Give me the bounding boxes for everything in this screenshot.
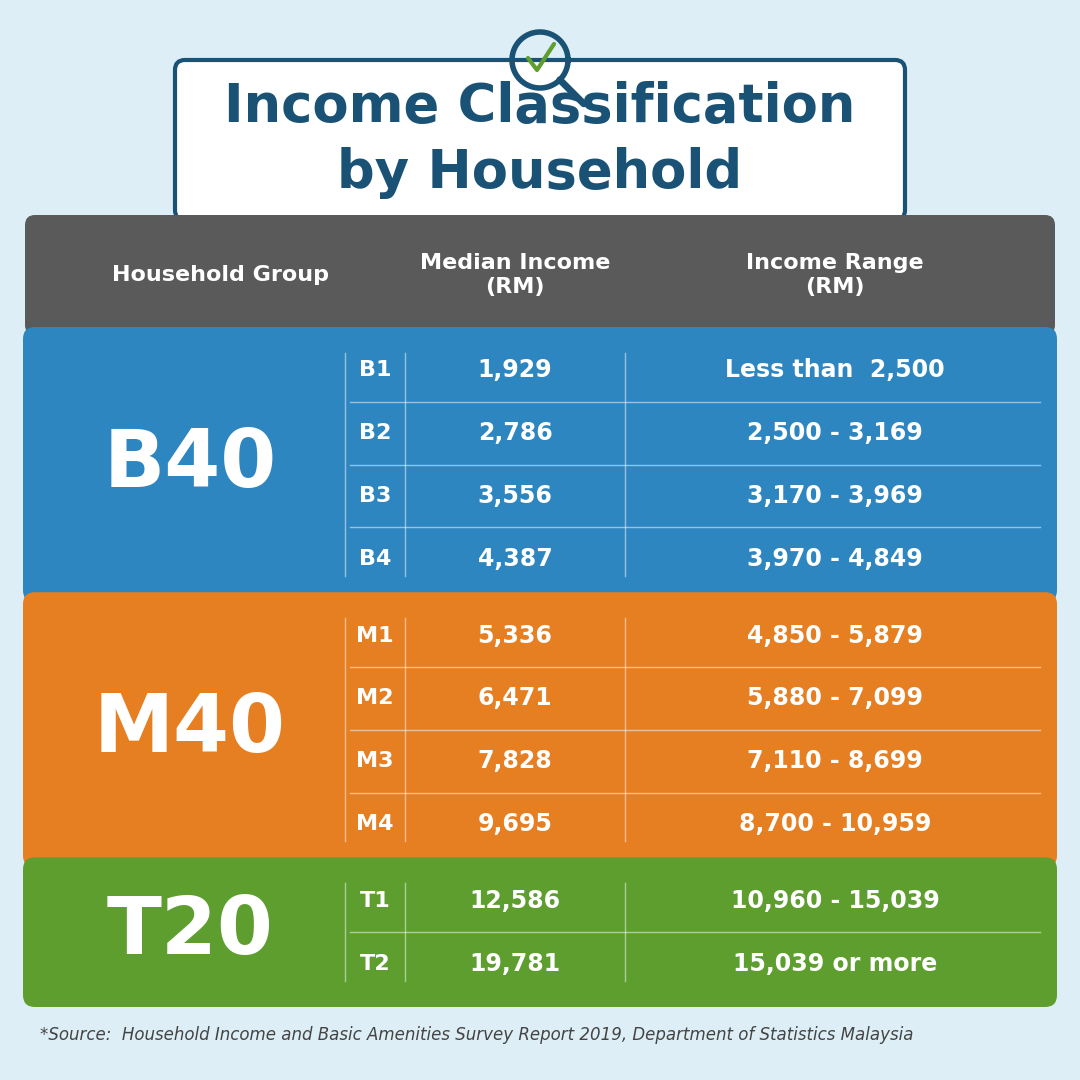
- Bar: [880, 400, 940, 561]
- Text: M2: M2: [356, 688, 394, 708]
- Text: 4,850 - 5,879: 4,850 - 5,879: [747, 623, 923, 648]
- Text: 7,828: 7,828: [477, 750, 552, 773]
- Bar: [720, 400, 770, 620]
- Text: B2: B2: [359, 423, 391, 443]
- Text: T20: T20: [107, 893, 273, 971]
- Text: B3: B3: [359, 486, 391, 507]
- Bar: [530, 400, 610, 660]
- Text: 7,110 - 8,699: 7,110 - 8,699: [747, 750, 923, 773]
- Text: 5,336: 5,336: [477, 623, 553, 648]
- Text: 2,786: 2,786: [477, 421, 552, 445]
- Text: M40: M40: [94, 691, 286, 769]
- Text: 5,880 - 7,099: 5,880 - 7,099: [747, 687, 923, 711]
- Text: B40: B40: [104, 426, 276, 503]
- Text: 3,970 - 4,849: 3,970 - 4,849: [747, 546, 923, 571]
- Text: *Source:  Household Income and Basic Amenities Survey Report 2019, Department of: *Source: Household Income and Basic Amen…: [40, 1026, 914, 1044]
- Text: T1: T1: [360, 891, 390, 910]
- Text: M3: M3: [356, 752, 394, 771]
- FancyBboxPatch shape: [25, 215, 1055, 335]
- Text: Income Classification
by Household: Income Classification by Household: [225, 81, 855, 199]
- Text: T2: T2: [360, 954, 390, 973]
- Bar: [450, 360, 465, 700]
- Text: Household Group: Household Group: [111, 265, 328, 285]
- Bar: [610, 400, 690, 660]
- FancyBboxPatch shape: [23, 592, 1057, 867]
- Bar: [270, 380, 310, 580]
- Bar: [800, 400, 880, 580]
- Text: B1: B1: [359, 361, 391, 380]
- Bar: [220, 380, 280, 630]
- Text: 2,500 - 3,169: 2,500 - 3,169: [747, 421, 923, 445]
- Text: M4: M4: [356, 814, 394, 834]
- FancyBboxPatch shape: [175, 60, 905, 220]
- FancyBboxPatch shape: [23, 327, 1057, 603]
- Text: 4,387: 4,387: [477, 546, 552, 571]
- Text: Less than  2,500: Less than 2,500: [725, 359, 945, 382]
- Text: 15,039 or more: 15,039 or more: [733, 951, 937, 975]
- Text: 6,471: 6,471: [477, 687, 552, 711]
- Text: M1: M1: [356, 625, 394, 646]
- Text: 9,695: 9,695: [477, 812, 553, 836]
- Text: B4: B4: [359, 549, 391, 569]
- Text: Median Income
(RM): Median Income (RM): [420, 253, 610, 297]
- Text: 12,586: 12,586: [470, 889, 561, 913]
- Text: 19,781: 19,781: [470, 951, 561, 975]
- Text: Income Range
(RM): Income Range (RM): [746, 253, 923, 297]
- Text: 8,700 - 10,959: 8,700 - 10,959: [739, 812, 931, 836]
- Text: 10,960 - 15,039: 10,960 - 15,039: [731, 889, 940, 913]
- Bar: [200, 380, 218, 800]
- Text: 3,170 - 3,969: 3,170 - 3,969: [747, 484, 923, 508]
- Bar: [455, 700, 460, 760]
- Text: 1,929: 1,929: [477, 359, 552, 382]
- Text: 3,556: 3,556: [477, 484, 553, 508]
- Bar: [860, 400, 880, 600]
- FancyBboxPatch shape: [23, 858, 1057, 1007]
